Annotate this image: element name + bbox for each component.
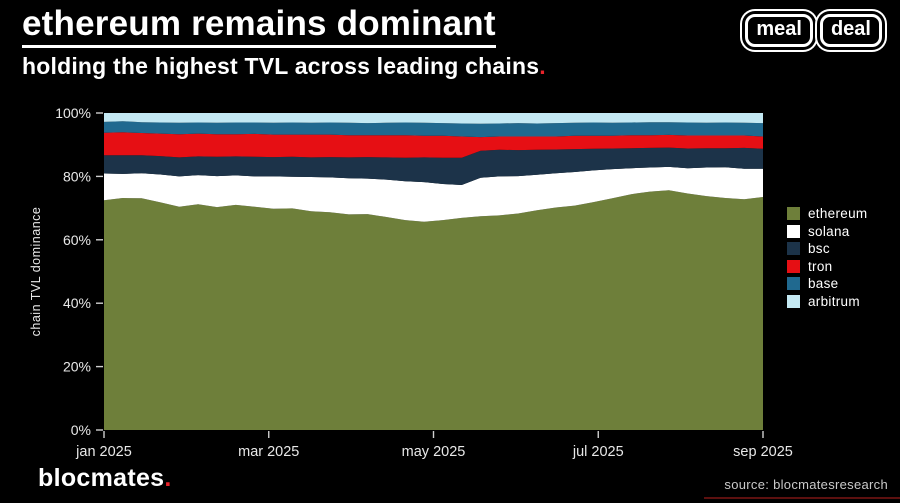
area-arbitrum [104, 113, 763, 124]
area-ethereum [104, 190, 763, 430]
legend-swatch-bsc [787, 242, 800, 256]
legend-swatch-solana [787, 224, 800, 238]
legend-swatch-arbitrum [787, 294, 800, 308]
brand-name: blocmates [38, 464, 165, 492]
legend-label-bsc: bsc [808, 241, 830, 257]
header: ethereum remains dominant holding the hi… [22, 5, 546, 80]
legend-item-ethereum: ethereum [787, 205, 867, 223]
legend-label-base: base [808, 276, 839, 292]
legend-item-bsc: bsc [787, 240, 867, 258]
page-subtitle: holding the highest TVL across leading c… [22, 53, 546, 80]
legend-label-solana: solana [808, 223, 850, 239]
legend-item-tron: tron [787, 258, 867, 276]
legend-swatch-tron [787, 259, 800, 273]
x-tick-label: mar 2025 [238, 444, 299, 460]
footer-accent-line [704, 497, 900, 499]
y-tick-label: 0% [71, 422, 91, 438]
chart-legend: ethereum solana bsc tron base arbitrum [787, 205, 867, 310]
area-solana [104, 166, 763, 222]
y-tick-label: 60% [63, 232, 91, 248]
legend-swatch-base [787, 277, 800, 291]
source-credit: source: blocmatesresearch [724, 477, 888, 492]
area-tron [104, 132, 763, 158]
page-title: ethereum remains dominant [22, 5, 496, 48]
area-base [104, 121, 763, 138]
y-tick-label: 40% [63, 295, 91, 311]
subtitle-text: holding the highest TVL across leading c… [22, 52, 540, 79]
area-bsc [104, 147, 763, 185]
logo-word-meal: meal [745, 14, 813, 47]
brand-period: . [164, 464, 172, 492]
logo-word-deal: deal [819, 14, 882, 47]
legend-item-base: base [787, 275, 867, 293]
legend-label-ethereum: ethereum [808, 206, 868, 222]
x-tick-label: may 2025 [402, 444, 466, 460]
x-tick-label: jan 2025 [75, 444, 132, 460]
legend-swatch-ethereum [787, 207, 800, 221]
legend-label-arbitrum: arbitrum [808, 293, 860, 309]
x-tick-label: jul 2025 [572, 444, 624, 460]
legend-item-arbitrum: arbitrum [787, 293, 867, 311]
y-tick-label: 100% [55, 105, 91, 121]
legend-item-solana: solana [787, 223, 867, 241]
y-tick-label: 80% [63, 168, 91, 184]
y-tick-label: 20% [63, 359, 91, 375]
legend-label-tron: tron [808, 258, 833, 274]
y-axis-label: chain TVL dominance [29, 207, 43, 337]
meal-deal-logo: meal deal [745, 14, 882, 47]
x-tick-label: sep 2025 [733, 444, 793, 460]
brand-logo: blocmates. [38, 464, 172, 493]
subtitle-period: . [539, 52, 546, 79]
